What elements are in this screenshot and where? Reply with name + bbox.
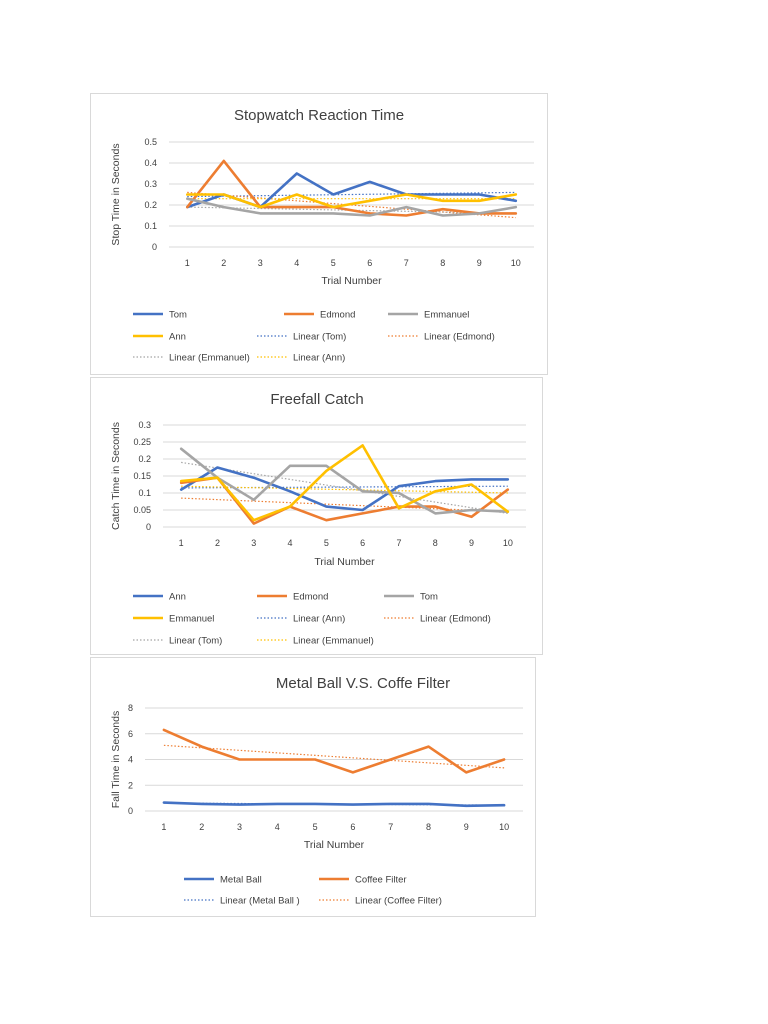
x-tick-label: 7 [388, 822, 393, 832]
legend-label-linear-ann: Linear (Ann) [293, 353, 345, 364]
x-tick-label: 7 [396, 538, 401, 548]
x-tick-label: 1 [179, 538, 184, 548]
legend-label-ann: Ann [169, 592, 186, 603]
y-tick-label: 0 [152, 242, 157, 252]
y-tick-label: 0 [128, 806, 133, 816]
chart-panel-metal-ball: Metal Ball V.S. Coffe Filter 0 2 4 6 8 1 2 3 4 5 6 7… [90, 657, 536, 917]
x-tick-label: 2 [221, 258, 226, 268]
chart-panel-freefall: Freefall Catch 0 0.05 0.1 0.15 0.2 0.25 0.3 1 2 3 4… [90, 377, 543, 655]
legend-label-emmanuel: Emmanuel [169, 614, 214, 625]
chart-title: Metal Ball V.S. Coffe Filter [276, 675, 450, 692]
x-tick-label: 1 [185, 258, 190, 268]
x-axis-title: Trial Number [321, 275, 382, 287]
legend-label-linear-edmond: Linear (Edmond) [420, 614, 491, 625]
legend-label-coffee-filter: Coffee Filter [355, 875, 407, 886]
legend-label-ann: Ann [169, 332, 186, 343]
y-tick-label: 0.4 [144, 158, 157, 168]
legend-label-linear-tom: Linear (Tom) [293, 332, 346, 343]
series-line-emmanuel [186, 197, 518, 217]
y-tick-label: 8 [128, 703, 133, 713]
x-tick-label: 1 [161, 822, 166, 832]
legend-label-linear-emmanuel: Linear (Emmanuel) [293, 636, 374, 647]
x-tick-label: 6 [350, 822, 355, 832]
x-tick-label: 4 [275, 822, 280, 832]
y-tick-label: 0.25 [133, 437, 151, 447]
series-line-ann [179, 466, 510, 512]
series-line-edmond [186, 159, 518, 217]
x-axis-title: Trial Number [304, 839, 365, 851]
x-tick-label: 10 [511, 258, 521, 268]
series-line-emmanuel [179, 444, 510, 522]
y-axis-title: Fall Time in Seconds [110, 711, 122, 808]
legend-label-edmond: Edmond [320, 310, 355, 321]
x-tick-label: 8 [433, 538, 438, 548]
x-tick-label: 3 [251, 538, 256, 548]
x-tick-label: 6 [360, 538, 365, 548]
legend-label-edmond: Edmond [293, 592, 328, 603]
y-tick-label: 2 [128, 780, 133, 790]
y-tick-label: 0.2 [144, 200, 157, 210]
legend-label-emmanuel: Emmanuel [424, 310, 469, 321]
legend-label-tom: Tom [169, 310, 187, 321]
series-line-coffee-filter [162, 728, 506, 774]
x-tick-label: 9 [477, 258, 482, 268]
chart-freefall-catch: Freefall Catch 0 0.05 0.1 0.15 0.2 0.25 0.3 1 2 3 4… [110, 391, 526, 647]
x-tick-label: 5 [331, 258, 336, 268]
x-tick-label: 5 [324, 538, 329, 548]
series-line-tom [179, 447, 510, 515]
x-tick-label: 10 [499, 822, 509, 832]
y-tick-label: 0.2 [138, 454, 151, 464]
y-tick-label: 4 [128, 755, 133, 765]
y-tick-label: 0 [146, 522, 151, 532]
legend-label-linear-coffee-filter: Linear (Coffee Filter) [355, 896, 442, 907]
x-tick-label: 5 [313, 822, 318, 832]
x-tick-label: 9 [469, 538, 474, 548]
x-tick-label: 2 [215, 538, 220, 548]
y-tick-label: 6 [128, 729, 133, 739]
trendline-linear-tom [181, 461, 508, 514]
y-tick-label: 0.1 [144, 221, 157, 231]
chart-stopwatch-reaction-time: Stopwatch Reaction Time 0 0.1 0.2 0.3 0.4 0.5 1… [110, 107, 534, 364]
legend-label-metal-ball: Metal Ball [220, 875, 262, 886]
legend-label-linear-emmanuel: Linear (Emmanuel) [169, 353, 250, 364]
trendline-linear-coffee-filter [163, 744, 505, 769]
x-tick-label: 4 [294, 258, 299, 268]
legend-label-linear-edmond: Linear (Edmond) [424, 332, 495, 343]
x-tick-label: 9 [464, 822, 469, 832]
x-tick-label: 8 [426, 822, 431, 832]
chart-metal-ball-vs-coffee-filter: Metal Ball V.S. Coffe Filter 0 2 4 6 8 1 2 3 4 5 6 7… [110, 675, 523, 907]
legend-label-linear-ann: Linear (Ann) [293, 614, 345, 625]
y-axis-title: Stop Time in Seconds [110, 143, 122, 245]
y-tick-label: 0.3 [144, 179, 157, 189]
trendline-linear-tom [187, 191, 516, 198]
series-line-metal-ball [162, 801, 506, 808]
x-axis-title: Trial Number [314, 556, 375, 568]
legend-label-linear-tom: Linear (Tom) [169, 636, 222, 647]
legend-label-linear-metal-ball: Linear (Metal Ball ) [220, 896, 300, 907]
y-tick-label: 0.3 [138, 420, 151, 430]
chart-panel-stopwatch: Stopwatch Reaction Time 0 0.1 0.2 0.3 0.4 0.5 1… [90, 93, 548, 375]
y-tick-label: 0.15 [133, 471, 151, 481]
x-tick-label: 3 [237, 822, 242, 832]
chart-title: Freefall Catch [270, 391, 363, 408]
y-tick-label: 0.1 [138, 488, 151, 498]
chart-title: Stopwatch Reaction Time [234, 107, 404, 124]
x-tick-label: 4 [288, 538, 293, 548]
x-tick-label: 7 [404, 258, 409, 268]
series-line-ann [186, 193, 518, 209]
x-tick-label: 2 [199, 822, 204, 832]
x-tick-label: 6 [367, 258, 372, 268]
legend-label-tom: Tom [420, 592, 438, 603]
y-tick-label: 0.05 [133, 505, 151, 515]
x-tick-label: 8 [440, 258, 445, 268]
y-axis-title: Catch Time in Seconds [110, 422, 122, 530]
x-tick-label: 3 [258, 258, 263, 268]
y-tick-label: 0.5 [144, 137, 157, 147]
x-tick-label: 10 [503, 538, 513, 548]
